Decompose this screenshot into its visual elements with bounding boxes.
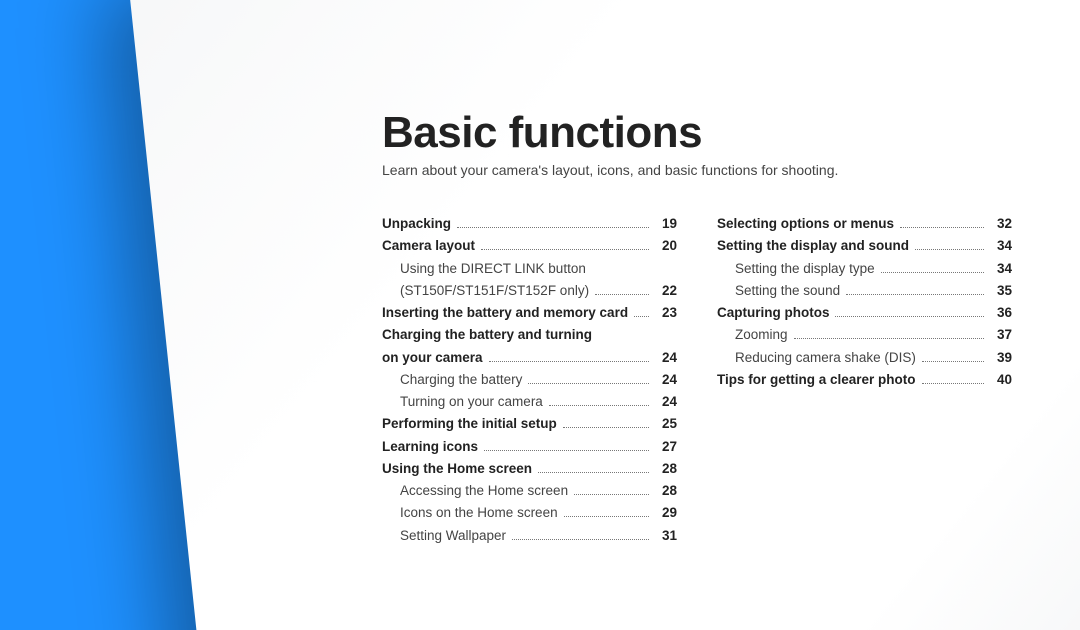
- toc-leader-dots: [574, 494, 649, 495]
- toc-label: Capturing photos: [717, 303, 829, 323]
- toc-label: Using the DIRECT LINK button: [382, 259, 586, 279]
- toc-leader-dots: [900, 227, 984, 228]
- toc-page-number: 24: [655, 348, 677, 368]
- toc-label: Camera layout: [382, 236, 475, 256]
- toc-entry: Accessing the Home screen 28: [382, 481, 677, 501]
- toc-entry: Camera layout 20: [382, 236, 677, 256]
- toc-entry: Inserting the battery and memory card 23: [382, 303, 677, 323]
- toc-entry: Turning on your camera 24: [382, 392, 677, 412]
- toc-label: Icons on the Home screen: [382, 503, 558, 523]
- toc-label: on your camera: [382, 348, 483, 368]
- toc-leader-dots: [512, 539, 649, 540]
- toc-leader-dots: [794, 338, 984, 339]
- toc-page-number: 24: [655, 392, 677, 412]
- toc-page-number: 40: [990, 370, 1012, 390]
- toc-entry: on your camera 24: [382, 348, 677, 368]
- toc-page-number: 36: [990, 303, 1012, 323]
- toc-page-number: 29: [655, 503, 677, 523]
- toc-page-number: 19: [655, 214, 677, 234]
- toc-entry: Charging the battery and turning: [382, 325, 677, 345]
- toc-leader-dots: [457, 227, 649, 228]
- toc-entry: Icons on the Home screen 29: [382, 503, 677, 523]
- toc-label: Turning on your camera: [382, 392, 543, 412]
- toc-page-number: 39: [990, 348, 1012, 368]
- toc-page-number: 25: [655, 414, 677, 434]
- toc-label: Zooming: [717, 325, 788, 345]
- toc-label: (ST150F/ST151F/ST152F only): [382, 281, 589, 301]
- toc-label: Charging the battery: [382, 370, 522, 390]
- toc-entry: Learning icons 27: [382, 437, 677, 457]
- toc-entry: Zooming 37: [717, 325, 1012, 345]
- toc-leader-dots: [538, 472, 649, 473]
- toc-entry: Reducing camera shake (DIS) 39: [717, 348, 1012, 368]
- toc-label: Setting the sound: [717, 281, 840, 301]
- toc-page-number: 37: [990, 325, 1012, 345]
- toc-entry: (ST150F/ST151F/ST152F only) 22: [382, 281, 677, 301]
- page-subtitle: Learn about your camera's layout, icons,…: [382, 162, 1020, 178]
- toc-entry: Using the DIRECT LINK button: [382, 259, 677, 279]
- toc-leader-dots: [634, 316, 649, 317]
- toc-entry: Capturing photos 36: [717, 303, 1012, 323]
- toc-page-number: 23: [655, 303, 677, 323]
- toc-page-number: 34: [990, 259, 1012, 279]
- toc-leader-dots: [528, 383, 649, 384]
- toc-leader-dots: [595, 294, 649, 295]
- toc-page-number: 28: [655, 459, 677, 479]
- toc-page-number: 24: [655, 370, 677, 390]
- page-content: Basic functions Learn about your camera'…: [0, 0, 1080, 630]
- toc-leader-dots: [915, 249, 984, 250]
- toc-label: Performing the initial setup: [382, 414, 557, 434]
- toc-columns: Unpacking 19 Camera layout 20 Using the DIRE…: [382, 214, 1020, 548]
- toc-page-number: 27: [655, 437, 677, 457]
- toc-page-number: 22: [655, 281, 677, 301]
- toc-leader-dots: [484, 450, 649, 451]
- toc-label: Reducing camera shake (DIS): [717, 348, 916, 368]
- toc-column-right: Selecting options or menus32Setting the …: [717, 214, 1012, 548]
- toc-label: Setting the display type: [717, 259, 875, 279]
- toc-label: Setting Wallpaper: [382, 526, 506, 546]
- toc-entry: Setting the sound 35: [717, 281, 1012, 301]
- toc-leader-dots: [835, 316, 984, 317]
- toc-entry: Performing the initial setup 25: [382, 414, 677, 434]
- toc-label: Setting the display and sound: [717, 236, 909, 256]
- toc-entry: Unpacking 19: [382, 214, 677, 234]
- toc-label: Inserting the battery and memory card: [382, 303, 628, 323]
- toc-leader-dots: [846, 294, 984, 295]
- toc-page-number: 34: [990, 236, 1012, 256]
- toc-leader-dots: [549, 405, 649, 406]
- page-title: Basic functions: [382, 108, 1020, 158]
- toc-label: Using the Home screen: [382, 459, 532, 479]
- toc-leader-dots: [922, 383, 984, 384]
- toc-label: Tips for getting a clearer photo: [717, 370, 916, 390]
- toc-page-number: 28: [655, 481, 677, 501]
- toc-label: Selecting options or menus: [717, 214, 894, 234]
- toc-entry: Using the Home screen 28: [382, 459, 677, 479]
- toc-page-number: 35: [990, 281, 1012, 301]
- toc-label: Unpacking: [382, 214, 451, 234]
- toc-leader-dots: [481, 249, 649, 250]
- toc-entry: Charging the battery 24: [382, 370, 677, 390]
- toc-leader-dots: [881, 272, 984, 273]
- toc-label: Accessing the Home screen: [382, 481, 568, 501]
- toc-entry: Setting the display and sound 34: [717, 236, 1012, 256]
- toc-leader-dots: [489, 361, 649, 362]
- toc-label: Learning icons: [382, 437, 478, 457]
- toc-page-number: 31: [655, 526, 677, 546]
- toc-label: Charging the battery and turning: [382, 325, 592, 345]
- toc-entry: Setting the display type 34: [717, 259, 1012, 279]
- toc-entry: Setting Wallpaper 31: [382, 526, 677, 546]
- toc-entry: Tips for getting a clearer photo 40: [717, 370, 1012, 390]
- toc-column-left: Unpacking 19 Camera layout 20 Using the DIRE…: [382, 214, 677, 548]
- toc-leader-dots: [564, 516, 649, 517]
- toc-leader-dots: [922, 361, 984, 362]
- toc-page-number: 20: [655, 236, 677, 256]
- toc-leader-dots: [563, 427, 649, 428]
- toc-page-number: 32: [990, 214, 1012, 234]
- toc-entry: Selecting options or menus 32: [717, 214, 1012, 234]
